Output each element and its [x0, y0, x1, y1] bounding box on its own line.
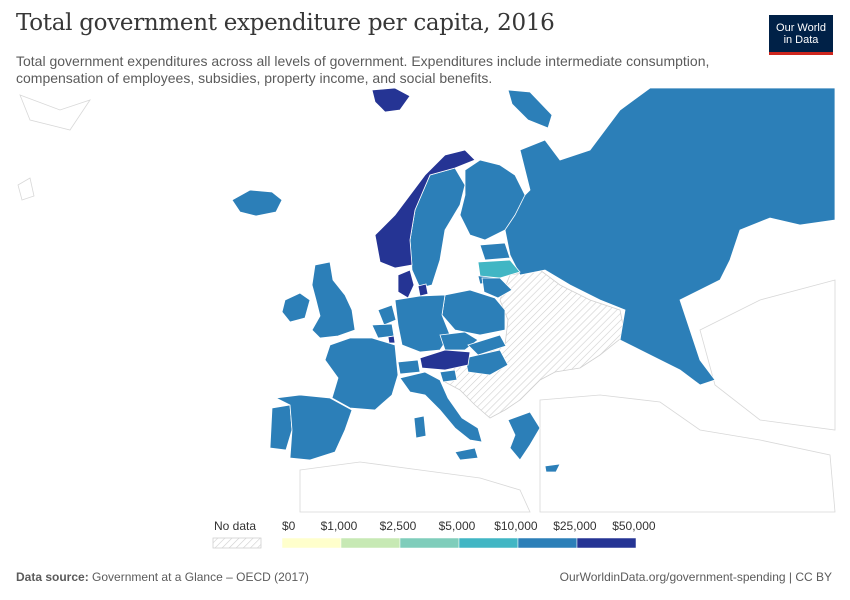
source-value[interactable]: Government at a Glance – OECD (2017) [92, 570, 309, 584]
owid-logo[interactable]: Our World in Data [769, 15, 833, 55]
region-norway[interactable] [374, 149, 476, 269]
region-netherlands[interactable] [377, 304, 397, 326]
legend-swatch-0[interactable] [281, 537, 342, 549]
region-denmark-islands[interactable] [417, 283, 429, 297]
region-novaya-zemlya[interactable] [507, 89, 553, 129]
region-russia[interactable] [504, 88, 836, 386]
legend-tick-label: $50,000 [612, 519, 656, 533]
region-cyprus[interactable] [544, 463, 561, 473]
legend-no-data-label: No data [214, 519, 257, 533]
region-finland[interactable] [459, 159, 526, 241]
footer-url[interactable]: OurWorldinData.org/government-spending |… [559, 570, 832, 584]
region-latvia[interactable] [477, 259, 521, 279]
footer-source: Data source: Government at a Glance – OE… [16, 570, 309, 584]
legend-swatch-5[interactable] [576, 537, 637, 549]
region-italy[interactable] [399, 371, 483, 443]
region-germany[interactable] [394, 294, 451, 353]
europe-map [17, 88, 836, 513]
color-legend: No data $0 $1,000 $2,500 $5,000 $10,000 $25,0… [0, 515, 850, 555]
region-hungary[interactable] [464, 349, 509, 376]
region-spain[interactable] [274, 394, 353, 461]
region-belgium[interactable] [371, 323, 395, 339]
region-greece[interactable] [507, 411, 541, 461]
region-switzerland[interactable] [397, 359, 421, 375]
region-sardinia[interactable] [413, 415, 427, 439]
legend-tick-label: $2,500 [379, 519, 417, 533]
region-iceland[interactable] [231, 189, 283, 217]
region-united-kingdom[interactable] [311, 261, 356, 339]
region-sicily[interactable] [454, 447, 479, 461]
legend-tick-label: $25,000 [553, 519, 597, 533]
region-svalbard[interactable] [371, 88, 411, 113]
region-slovenia[interactable] [439, 369, 458, 383]
legend-swatch-1[interactable] [340, 537, 401, 549]
legend-swatch-2[interactable] [399, 537, 460, 549]
legend-swatch-3[interactable] [458, 537, 519, 549]
region-ireland[interactable] [281, 292, 311, 323]
legend-swatch-4[interactable] [517, 537, 578, 549]
background-land [17, 94, 836, 513]
region-estonia[interactable] [479, 242, 511, 261]
legend-tick-label: $0 [282, 519, 296, 533]
region-denmark[interactable] [397, 269, 415, 299]
region-portugal[interactable] [269, 404, 293, 451]
source-label: Data source: [16, 570, 89, 584]
chart-subtitle: Total government expenditures across all… [16, 53, 710, 86]
logo-line-1: Our World [776, 21, 826, 34]
region-austria[interactable] [419, 349, 471, 371]
logo-line-2: in Data [783, 33, 819, 46]
region-poland[interactable] [441, 289, 506, 336]
legend-swatches [212, 537, 637, 549]
legend-tick-label: $1,000 [320, 519, 358, 533]
legend-tick-label: $5,000 [438, 519, 476, 533]
chart-title: Total government expenditure per capita,… [16, 10, 555, 36]
region-slovakia[interactable] [467, 334, 507, 356]
region-france[interactable] [324, 337, 399, 411]
region-luxembourg[interactable] [387, 335, 396, 344]
legend-tick-label: $10,000 [494, 519, 538, 533]
region-lithuania[interactable] [481, 277, 513, 299]
legend-no-data-swatch[interactable] [212, 537, 262, 549]
